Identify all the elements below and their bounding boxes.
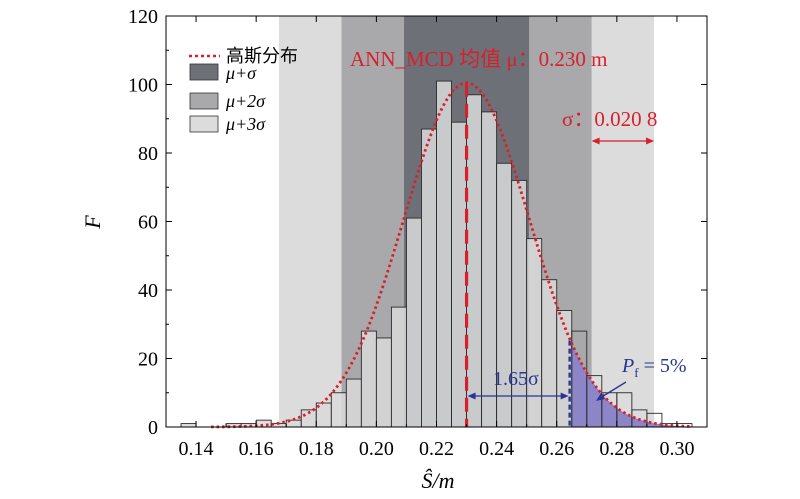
sigma-arrow-head-right [646, 137, 655, 145]
annotation-marks [464, 82, 655, 427]
legend-fit-label: 高斯分布 [226, 46, 298, 66]
failure-region [569, 338, 707, 427]
x-axis: 0.14 0.16 0.18 0.20 0.22 0.24 0.26 0.28 0.30 [179, 16, 694, 460]
histogram-bars [180, 80, 693, 428]
x-tick-label: 0.18 [299, 438, 334, 460]
histogram-bar [541, 279, 558, 428]
y-tick-label: 0 [148, 417, 158, 439]
histogram-bar [511, 179, 528, 428]
histogram-bar [451, 121, 468, 428]
histogram-bar [240, 423, 257, 428]
x-axis-label: Ŝ/m [422, 468, 455, 493]
x-tick-label: 0.26 [539, 438, 574, 460]
histogram-bar [375, 337, 392, 428]
histogram-bar [466, 94, 483, 428]
legend-band2-label: μ+2σ [225, 91, 266, 111]
y-tick-label: 80 [138, 143, 158, 165]
sigma-annotation: σ：0.020 8 [562, 107, 657, 131]
histogram-bar [360, 330, 377, 428]
x-tick-label: 0.28 [599, 438, 634, 460]
x-tick-label: 0.24 [479, 438, 514, 460]
histogram-bar [390, 306, 407, 428]
pf-area [569, 338, 707, 427]
mu-annotation: ANN_MCD 均值 μ：0.230 m [350, 47, 607, 71]
span-arrow-head-left [467, 392, 476, 400]
sigma-arrow [591, 137, 655, 145]
histogram-bar [436, 80, 452, 428]
gaussian-fit [211, 81, 690, 429]
x-tick-label: 0.22 [419, 438, 454, 460]
histogram-bar [405, 217, 422, 428]
sigma-arrow-head-left [591, 137, 600, 145]
y-tick-label: 60 [138, 212, 158, 234]
x-tick-label: 0.14 [179, 438, 214, 460]
y-axis-label: F [80, 215, 105, 230]
histogram-bar [421, 128, 437, 428]
pf-annotation: Pf = 5% [621, 355, 687, 380]
pf-pointer-head [596, 393, 605, 401]
histogram-bar [180, 423, 197, 428]
histogram-bar [330, 392, 347, 428]
legend: 高斯分布 μ+σ μ+2σ μ+3σ [189, 46, 298, 134]
y-tick-label: 20 [138, 349, 158, 371]
histogram-bar [255, 419, 272, 428]
y-tick-label: 40 [138, 280, 158, 302]
gaussian-curve [211, 81, 690, 429]
x-tick-label: 0.30 [659, 438, 694, 460]
x-tick-label: 0.20 [359, 438, 394, 460]
x-tick-label: 0.16 [239, 438, 274, 460]
histogram-bar [345, 378, 362, 428]
span-arrow [467, 392, 569, 400]
span-annotation: 1.65σ [493, 368, 539, 390]
histogram-bar [526, 238, 543, 428]
y-axis: 0 20 40 60 80 100 120 [128, 6, 707, 439]
legend-band1-label: μ+σ [225, 63, 257, 83]
y-tick-label: 120 [128, 6, 158, 28]
pf-pointer [599, 381, 627, 399]
y-tick-label: 100 [128, 75, 158, 97]
legend-band3-label: μ+3σ [225, 114, 266, 134]
span-arrow-head-right [560, 392, 569, 400]
